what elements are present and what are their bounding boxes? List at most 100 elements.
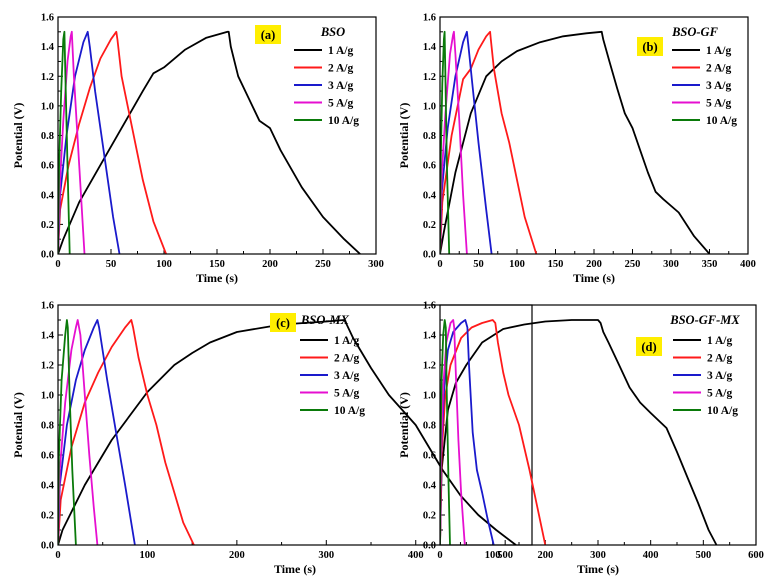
legend-label: 3 A/g <box>707 370 732 382</box>
panel-tag: (b) <box>642 40 657 54</box>
plot-area <box>440 319 718 545</box>
y-axis-title: Potential (V) <box>397 392 411 458</box>
series-line-3ag <box>58 319 136 545</box>
y-tick-label: 0.0 <box>41 250 54 261</box>
x-tick-label: 50 <box>473 259 484 270</box>
x-tick-label: 200 <box>537 550 553 561</box>
series-line-10ag <box>440 30 451 254</box>
legend-label: 5 A/g <box>334 388 359 400</box>
plot-frame <box>57 304 533 546</box>
y-tick-label: 1.4 <box>423 42 437 53</box>
x-tick-label: 200 <box>229 550 245 561</box>
y-axis-title: Potential (V) <box>11 392 25 458</box>
series-line-10ag <box>440 319 451 545</box>
panel-tag: (a) <box>261 28 276 42</box>
legend-label: 1 A/g <box>328 45 353 57</box>
y-tick-label: 1.0 <box>423 101 436 112</box>
legend-label: 5 A/g <box>328 98 353 110</box>
y-tick-label: 1.0 <box>41 391 54 402</box>
plot-area <box>58 319 517 545</box>
series-line-5ag <box>58 30 86 254</box>
series-line-2ag <box>440 319 547 545</box>
y-tick-label: 0.8 <box>423 421 436 432</box>
y-tick-label: 0.4 <box>41 481 55 492</box>
y-tick-label: 0.6 <box>41 451 54 462</box>
y-axis-title: Potential (V) <box>397 103 411 169</box>
x-tick-label: 300 <box>590 550 606 561</box>
x-tick-label: 100 <box>140 550 156 561</box>
x-tick-label: 50 <box>106 259 117 270</box>
plot-frame <box>57 16 377 255</box>
series-line-10ag <box>58 319 77 545</box>
legend-label: 5 A/g <box>707 388 732 400</box>
chart-panel-1: 0.0 0.2 0.4 0.6 0.8 1.0 1.2 1.4 1.6 0 50 100 150 200 2… <box>11 13 384 286</box>
x-tick-label: 0 <box>437 550 442 561</box>
y-tick-label: 0.2 <box>423 220 436 231</box>
x-tick-label: 400 <box>408 550 424 561</box>
series-line-5ag <box>440 319 466 545</box>
y-tick-label: 0.0 <box>423 541 436 552</box>
series-line-2ag <box>440 30 538 254</box>
y-tick-label: 0.8 <box>41 131 54 142</box>
series-line-1ag <box>58 30 361 254</box>
series-line-10ag <box>58 30 71 254</box>
x-tick-label: 100 <box>509 259 525 270</box>
legend: 1 A/g 2 A/g 3 A/g 5 A/g 10 A/g <box>673 335 738 417</box>
panel-tag-badge <box>255 25 281 44</box>
x-axis-title: Time (s) <box>573 271 615 285</box>
series-line-3ag <box>440 319 495 545</box>
series-line-2ag <box>58 319 195 545</box>
y-tick-label: 0.6 <box>423 451 436 462</box>
series-line-1ag <box>58 319 517 545</box>
y-tick-label: 0.6 <box>423 161 436 172</box>
legend-label: 1 A/g <box>334 335 359 347</box>
legend-label: 10 A/g <box>706 115 737 127</box>
legend-label: 2 A/g <box>334 353 359 365</box>
y-tick-label: 1.0 <box>41 101 54 112</box>
y-tick-label: 0.4 <box>423 190 437 201</box>
x-tick-label: 400 <box>740 259 756 270</box>
panel-title: BSO <box>320 25 345 39</box>
y-tick-label: 1.6 <box>41 301 54 312</box>
series-line-3ag <box>58 30 121 254</box>
y-tick-label: 1.2 <box>423 72 436 83</box>
plot-frame <box>439 16 749 255</box>
y-tick-label: 1.2 <box>423 361 436 372</box>
x-axis-title: Time (s) <box>274 562 316 576</box>
x-tick-label: 0 <box>437 259 442 270</box>
legend-label: 5 A/g <box>706 98 731 110</box>
y-tick-label: 0.6 <box>41 161 54 172</box>
y-tick-label: 0.8 <box>41 421 54 432</box>
x-tick-label: 300 <box>368 259 384 270</box>
x-tick-label: 350 <box>702 259 718 270</box>
x-tick-label: 600 <box>748 550 764 561</box>
y-tick-label: 0.0 <box>41 541 54 552</box>
legend-label: 3 A/g <box>334 370 359 382</box>
x-tick-label: 250 <box>315 259 331 270</box>
x-tick-label: 500 <box>695 550 711 561</box>
plot-area <box>58 30 361 254</box>
x-tick-label: 500 <box>497 550 513 561</box>
x-tick-label: 0 <box>55 550 60 561</box>
legend-label: 10 A/g <box>328 115 359 127</box>
y-tick-label: 1.4 <box>423 331 437 342</box>
y-tick-label: 1.0 <box>423 391 436 402</box>
series-line-2ag <box>58 30 167 254</box>
legend-label: 2 A/g <box>706 63 731 75</box>
legend-label: 1 A/g <box>707 335 732 347</box>
y-tick-label: 0.2 <box>41 220 54 231</box>
y-tick-label: 1.2 <box>41 361 54 372</box>
y-tick-label: 0.2 <box>423 511 436 522</box>
y-tick-label: 1.4 <box>41 331 55 342</box>
chart-panel-2: 0.0 0.2 0.4 0.6 0.8 1.0 1.2 1.4 1.6 0 50 100 150 200 2… <box>397 13 756 286</box>
x-axis-title: Time (s) <box>196 271 238 285</box>
series-line-1ag <box>440 30 711 254</box>
x-tick-label: 100 <box>156 259 172 270</box>
y-tick-label: 1.4 <box>41 42 55 53</box>
y-tick-label: 1.6 <box>423 13 436 24</box>
legend: 1 A/g 2 A/g 3 A/g 5 A/g 10 A/g <box>294 45 359 127</box>
panel-tag-badge <box>636 337 662 356</box>
y-tick-label: 1.6 <box>41 13 54 24</box>
y-tick-label: 0.4 <box>423 481 437 492</box>
